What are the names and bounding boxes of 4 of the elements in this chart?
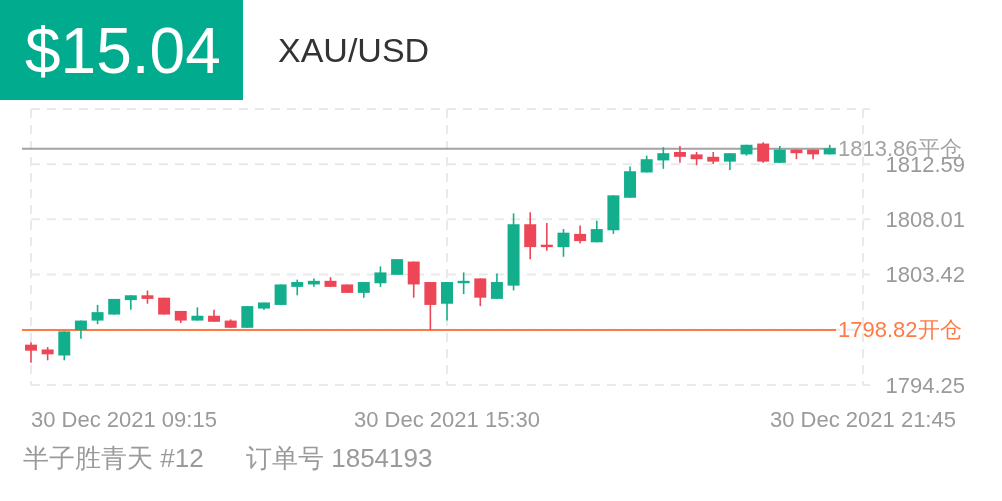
- annotation: 半子胜青天 #12: [23, 443, 204, 473]
- title: XAU/USD: [278, 31, 430, 69]
- annotation: 订单号 1854193: [246, 443, 433, 473]
- annotation: $15.04: [25, 15, 221, 87]
